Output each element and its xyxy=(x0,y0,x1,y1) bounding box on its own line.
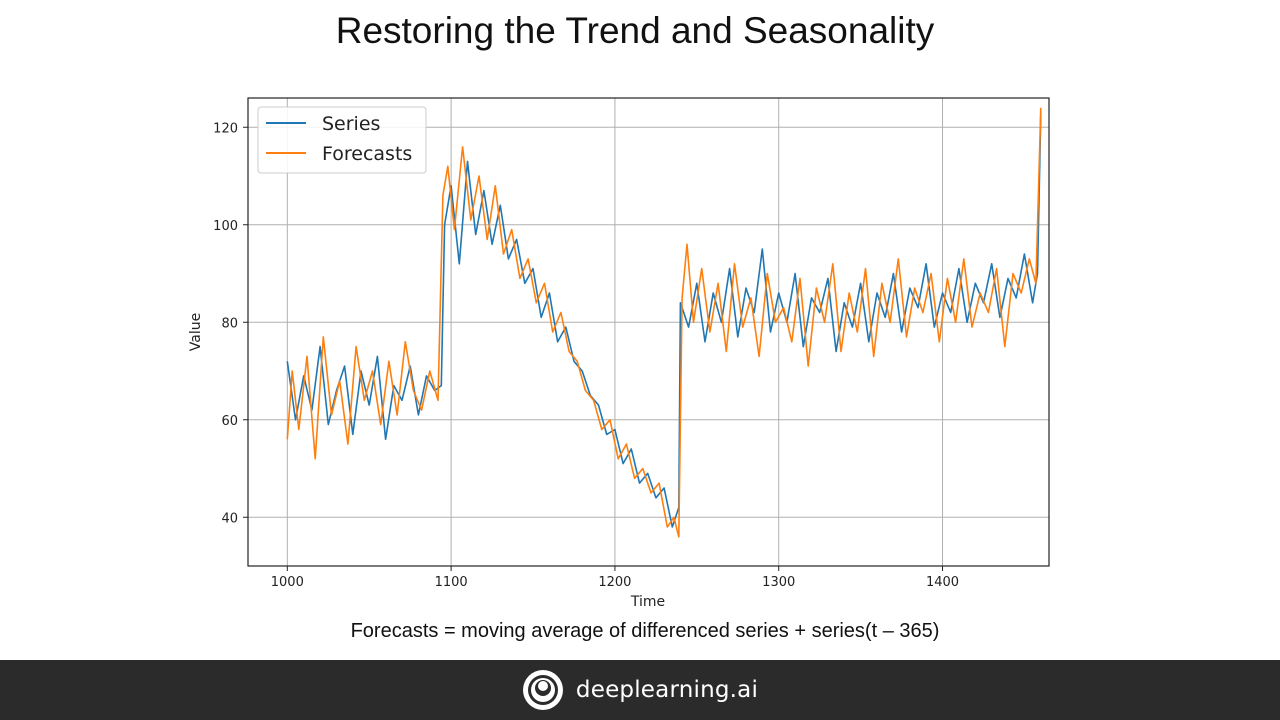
caption: Forecasts = moving average of difference… xyxy=(350,620,940,642)
x-tick-label: 1200 xyxy=(598,575,631,590)
grid-lines xyxy=(248,98,1049,566)
slide-title: Restoring the Trend and Seasonality xyxy=(335,10,935,51)
x-tick-label: 1000 xyxy=(271,575,304,590)
legend: Series Forecasts xyxy=(257,106,427,174)
y-tick-label: 120 xyxy=(213,121,238,136)
y-axis-label: Value xyxy=(188,313,204,351)
series-lines xyxy=(286,107,1042,538)
x-tick-label: 1100 xyxy=(435,575,468,590)
slide: Restoring the Trend and Seasonality 1000… xyxy=(188,10,1050,642)
legend-label-forecasts: Forecasts xyxy=(322,143,412,165)
y-tick-label: 100 xyxy=(213,219,238,234)
line-chart: 1000 1100 1200 1300 1400 40 60 80 100 120 Time V… xyxy=(188,97,1050,610)
y-axis-ticks: 40 60 80 100 120 xyxy=(213,121,248,526)
x-axis-label: Time xyxy=(630,594,665,610)
legend-label-series: Series xyxy=(322,113,380,135)
plot-frame xyxy=(247,97,1050,567)
footer-bar: deeplearning.ai xyxy=(0,660,1280,720)
series-line-forecasts xyxy=(286,107,1042,538)
x-axis-ticks: 1000 1100 1200 1300 1400 xyxy=(271,566,959,590)
y-tick-label: 40 xyxy=(221,511,238,526)
deeplearning-logo-icon xyxy=(522,670,563,710)
x-tick-label: 1400 xyxy=(926,575,959,590)
footer-brand: deeplearning.ai xyxy=(575,677,759,703)
plot-area xyxy=(248,98,1049,566)
y-tick-label: 80 xyxy=(221,316,238,331)
y-tick-label: 60 xyxy=(221,414,238,429)
x-tick-label: 1300 xyxy=(762,575,795,590)
